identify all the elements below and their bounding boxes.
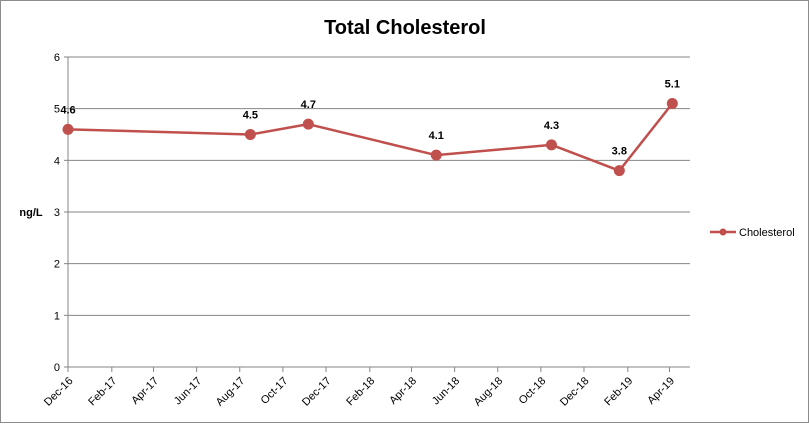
data-label: 4.1 bbox=[429, 130, 444, 142]
legend: Cholesterol bbox=[710, 227, 795, 239]
data-point bbox=[545, 139, 557, 151]
x-tick-label: Feb-19 bbox=[602, 375, 635, 408]
axis-layer: 0 1 2 3 4 5 6 Dec-16 Feb-17 Apr-17 Jun-17 Aug-17 Oct… bbox=[42, 52, 690, 409]
legend-point-marker bbox=[719, 228, 727, 236]
x-tick-label: Apr-17 bbox=[129, 375, 161, 407]
legend-label-cholesterol: Cholesterol bbox=[739, 227, 795, 239]
data-label: 4.7 bbox=[301, 99, 316, 111]
x-tick-label: Apr-19 bbox=[645, 375, 677, 407]
y-tick-label: 6 bbox=[54, 52, 60, 64]
data-point bbox=[666, 98, 678, 109]
data-point bbox=[302, 118, 314, 130]
data-point bbox=[62, 123, 74, 135]
y-tick-label: 2 bbox=[54, 259, 60, 271]
data-point bbox=[430, 149, 442, 161]
y-tick-label: 3 bbox=[54, 207, 60, 219]
x-tick-label: Dec-17 bbox=[300, 375, 334, 409]
y-tick-label: 0 bbox=[54, 362, 60, 374]
data-point bbox=[244, 129, 256, 140]
x-tick-label: Dec-16 bbox=[42, 375, 76, 409]
y-axis-label: ng/L bbox=[19, 207, 42, 219]
x-tick-label: Feb-17 bbox=[86, 375, 119, 408]
x-tick-label: Jun-18 bbox=[430, 375, 462, 407]
x-tick-label: Feb-18 bbox=[344, 375, 377, 408]
x-tick-label: Jun-17 bbox=[172, 375, 204, 407]
y-tick-label: 4 bbox=[54, 155, 60, 167]
x-tick-label: Dec-18 bbox=[558, 375, 592, 409]
y-tick-label: 1 bbox=[54, 310, 60, 322]
x-tick-label: Oct-18 bbox=[517, 375, 549, 407]
grid-layer bbox=[68, 56, 690, 316]
data-label: 4.3 bbox=[544, 120, 559, 132]
chart-title: Total Cholesterol bbox=[324, 17, 486, 39]
data-label: 4.5 bbox=[243, 110, 258, 122]
x-tick-label: Apr-18 bbox=[387, 375, 419, 407]
data-label: 5.1 bbox=[665, 79, 680, 91]
data-label: 3.8 bbox=[612, 146, 627, 158]
series-layer: 4.6 4.5 4.7 4.1 4.3 3.8 5.1 bbox=[60, 79, 680, 177]
x-tick-label: Aug-17 bbox=[214, 375, 248, 409]
data-label: 4.6 bbox=[60, 104, 75, 116]
x-tick-label: Aug-18 bbox=[472, 375, 506, 409]
x-tick-label: Oct-17 bbox=[259, 375, 291, 407]
data-point bbox=[613, 165, 625, 177]
y-tick-label: 5 bbox=[54, 104, 60, 116]
